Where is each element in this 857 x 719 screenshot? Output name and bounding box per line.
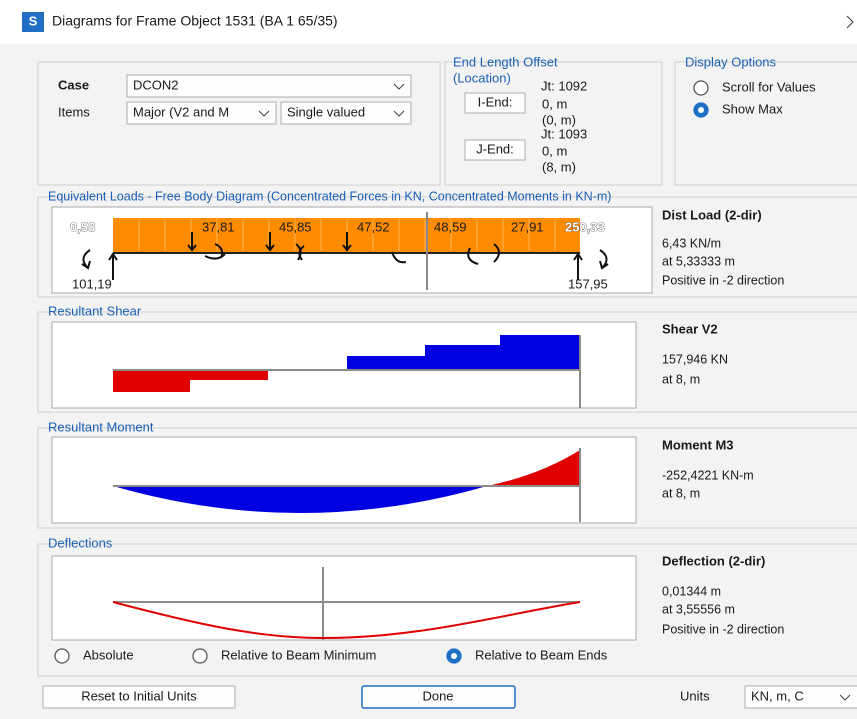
display-group (674, 61, 857, 186)
info-line: -252,4221 KN-m (662, 468, 754, 482)
mode-value: Single valued (287, 104, 365, 119)
info-line: 6,43 KN/m (662, 236, 721, 250)
mode-combo[interactable] (280, 101, 412, 125)
units-value: KN, m, C (751, 688, 804, 703)
units-label: Units (680, 688, 710, 703)
display-title: Display Options (685, 54, 777, 69)
reaction-value: 101,19 (72, 276, 112, 291)
combo-arrow (839, 694, 851, 701)
units-combo[interactable] (744, 685, 857, 709)
items-label: Items (58, 104, 90, 119)
radio-dot (698, 107, 704, 113)
negative-shear (113, 370, 268, 392)
sagging-moment (113, 486, 487, 513)
close-button[interactable] (846, 15, 854, 29)
radio-label: Show Max (722, 101, 783, 116)
items-value: Major (V2 and M (133, 104, 229, 119)
load-value: 27,91 (511, 219, 544, 234)
info-line: 0,01344 m (662, 584, 721, 598)
info-line: at 3,55556 m (662, 602, 735, 616)
radio-dot (451, 653, 457, 659)
info-line: at 8, m (662, 372, 700, 386)
load-value: 37,81 (202, 219, 235, 234)
load-value: 47,52 (357, 219, 390, 234)
radio-label: Scroll for Values (722, 79, 816, 94)
case-value: DCON2 (133, 77, 179, 92)
info-line: 157,946 KN (662, 352, 728, 366)
done-label: Done (422, 688, 453, 703)
info-line: Positive in -2 direction (662, 273, 784, 287)
app-icon (22, 12, 44, 32)
i-joint: Jt: 1092 (541, 78, 587, 93)
offset-subtitle: (Location) (453, 70, 511, 85)
radio-button[interactable] (54, 648, 70, 664)
info-line: Moment M3 (662, 437, 734, 452)
case-group (37, 61, 441, 186)
load-value: 0,58 (70, 219, 95, 234)
j-location: (8, m) (542, 159, 576, 174)
info-line: Dist Load (2-dir) (662, 207, 762, 222)
moment-title: Resultant Moment (48, 419, 154, 434)
shear-group (37, 311, 857, 413)
offset-title: End Length Offset (453, 54, 558, 69)
radio-button[interactable] (693, 80, 709, 96)
info-line: Positive in -2 direction (662, 622, 784, 636)
window-title: Diagrams for Frame Object 1531 (BA 1 65/… (52, 13, 338, 29)
deflection-group (37, 543, 857, 677)
j-end-label: J-End: (476, 141, 514, 156)
offset-group (444, 61, 663, 186)
i-end-label: I-End: (478, 94, 513, 109)
combo-arrow (393, 110, 405, 117)
radio-button[interactable] (192, 648, 208, 664)
load-value: 45,85 (279, 219, 312, 234)
shear-title: Resultant Shear (48, 303, 142, 318)
title-bar (0, 0, 857, 44)
info-line: at 8, m (662, 486, 700, 500)
radio-label: Absolute (83, 647, 134, 662)
load-value: 48,59 (434, 219, 467, 234)
reaction-value: 157,95 (568, 276, 608, 291)
deflected-shape (112, 601, 581, 640)
info-line: Shear V2 (662, 321, 718, 336)
i-end-button[interactable] (464, 92, 526, 114)
app-icon-letter: S (29, 13, 38, 28)
radio-label: Relative to Beam Minimum (221, 647, 376, 662)
done-button[interactable] (361, 685, 516, 709)
radio-label: Relative to Beam Ends (475, 647, 608, 662)
hogging-moment (487, 450, 580, 486)
load-arrows (81, 232, 609, 280)
positive-shear (347, 335, 580, 370)
combo-arrow (258, 110, 270, 117)
combo-arrow (393, 83, 405, 90)
case-combo[interactable] (126, 74, 412, 98)
free-body-group (37, 196, 857, 298)
j-offset: 0, m (542, 143, 567, 158)
deflection-diagram (51, 555, 637, 641)
load-value: 250,33 (565, 219, 605, 234)
i-location: (0, m) (542, 112, 576, 127)
j-end-button[interactable] (464, 139, 526, 161)
case-label: Case (58, 77, 89, 92)
moment-group (37, 427, 857, 529)
reset-button[interactable] (42, 685, 236, 709)
info-line: at 5,33333 m (662, 254, 735, 268)
items-combo[interactable] (126, 101, 277, 125)
reset-label: Reset to Initial Units (81, 688, 197, 703)
j-joint: Jt: 1093 (541, 126, 587, 141)
i-offset: 0, m (542, 96, 567, 111)
deflection-title: Deflections (48, 535, 113, 550)
free-body-title: Equivalent Loads - Free Body Diagram (Co… (48, 189, 611, 203)
info-line: Deflection (2-dir) (662, 553, 765, 568)
